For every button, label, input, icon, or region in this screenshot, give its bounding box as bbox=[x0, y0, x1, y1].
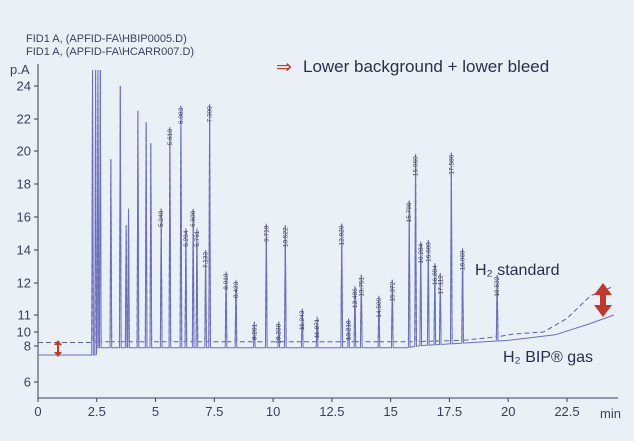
annotation-text: Lower background + lower bleed bbox=[303, 57, 549, 76]
peak-label: 8.018 bbox=[223, 273, 230, 290]
difference-arrow-icon-end bbox=[594, 283, 612, 317]
y-tick-label: 10 bbox=[17, 325, 31, 340]
peak-label: 5.240 bbox=[158, 210, 165, 227]
peak-label: 8.423 bbox=[233, 281, 240, 298]
legend-h2-bip-gas: H₂ BIP® gas bbox=[503, 349, 593, 366]
annotation-arrow-icon: ⇒ bbox=[276, 56, 292, 78]
peak-label: 16.284 bbox=[418, 243, 425, 263]
peak-label: 6.083 bbox=[178, 107, 185, 124]
x-tick-label: 5 bbox=[152, 404, 159, 419]
peak-label: 12.920 bbox=[339, 225, 346, 245]
y-tick-label: 6 bbox=[24, 375, 31, 390]
x-tick-label: 22.5 bbox=[554, 404, 579, 419]
x-tick-label: 2.5 bbox=[88, 404, 106, 419]
peak-label: 7.300 bbox=[207, 106, 214, 123]
y-tick-label: 11 bbox=[18, 308, 32, 323]
x-tick-label: 20 bbox=[501, 404, 515, 419]
peak-label: 7.133 bbox=[203, 252, 210, 269]
x-tick-label: 12.5 bbox=[319, 404, 344, 419]
trace-h2-bip-gas bbox=[38, 69, 615, 356]
x-tick-label: 17.5 bbox=[437, 404, 462, 419]
peak-label: 19.532 bbox=[494, 276, 501, 296]
peak-label: 16.884 bbox=[432, 265, 439, 285]
peak-label: 11.871 bbox=[314, 318, 321, 338]
y-tick-label: 20 bbox=[17, 144, 31, 159]
y-tick-label: 24 bbox=[17, 79, 31, 94]
y-tick-label: 16 bbox=[17, 210, 31, 225]
dataset-label-hcarr: FID1 A, (APFID-FA\HCARR007.D) bbox=[26, 46, 194, 58]
peak-label: 6.600 bbox=[190, 210, 197, 227]
peak-label: 11.243 bbox=[299, 310, 306, 330]
peak-label: 13.486 bbox=[352, 288, 359, 308]
peak-label: 9.710 bbox=[263, 225, 270, 242]
peak-label: 6.294 bbox=[183, 230, 190, 247]
trace-group bbox=[38, 69, 615, 356]
peak-label: 13.218 bbox=[346, 320, 353, 340]
x-tick-label: 10 bbox=[266, 404, 280, 419]
peak-label: 18.069 bbox=[460, 250, 467, 270]
x-tick-label: 0 bbox=[34, 404, 41, 419]
peak-label: 5.610 bbox=[167, 129, 174, 146]
peak-label: 14.509 bbox=[376, 297, 383, 317]
peak-label: 16.600 bbox=[425, 242, 432, 262]
peak-label: 6.761 bbox=[194, 230, 201, 247]
difference-arrow-icon-start bbox=[54, 340, 62, 357]
peak-label: 16.060 bbox=[413, 156, 420, 176]
y-tick-label: 8 bbox=[24, 339, 31, 354]
annotation: ⇒ Lower background + lower bleed bbox=[276, 56, 549, 78]
peak-label: 15.072 bbox=[389, 281, 396, 301]
x-tick-label: 15 bbox=[383, 404, 397, 419]
y-tick-label: 22 bbox=[17, 112, 31, 127]
x-axis-unit: min bbox=[600, 406, 621, 421]
peak-label: 17.112 bbox=[437, 275, 444, 295]
y-tick-label: 18 bbox=[17, 177, 31, 192]
y-axis-unit: p.A bbox=[10, 62, 30, 77]
peak-label: 17.586 bbox=[448, 154, 455, 174]
peak-label: 10.238 bbox=[276, 323, 283, 343]
x-tick-label: 7.5 bbox=[205, 404, 223, 419]
dataset-label-hbip: FID1 A, (APFID-FA\HBIP0005.D) bbox=[26, 33, 187, 45]
peak-label: 9.201 bbox=[251, 323, 258, 340]
peak-label: 15.790 bbox=[406, 202, 413, 222]
peak-label: 13.751 bbox=[358, 276, 365, 296]
peak-label: 10.522 bbox=[282, 227, 289, 247]
y-tick-label: 12 bbox=[17, 276, 31, 291]
legend-h2-standard: H₂ standard bbox=[475, 262, 559, 279]
y-tick-label: 14 bbox=[17, 243, 31, 258]
legend: H₂ standard H₂ BIP® gas bbox=[475, 262, 593, 366]
